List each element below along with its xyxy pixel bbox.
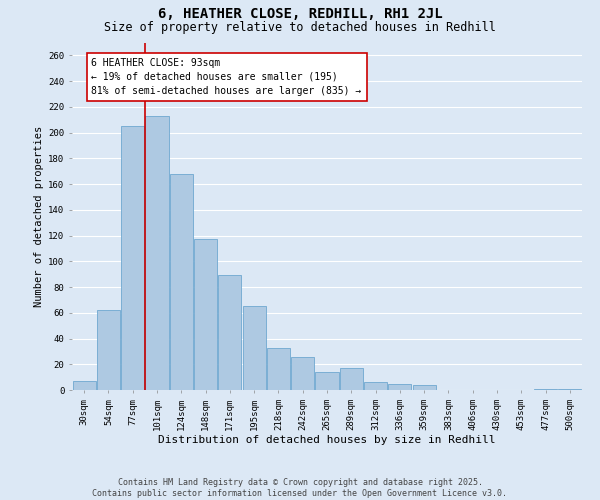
Text: Size of property relative to detached houses in Redhill: Size of property relative to detached ho… bbox=[104, 22, 496, 35]
Bar bbox=[364, 382, 387, 390]
Y-axis label: Number of detached properties: Number of detached properties bbox=[34, 126, 44, 307]
Bar bbox=[267, 348, 290, 390]
Bar bbox=[559, 388, 581, 390]
Text: Contains HM Land Registry data © Crown copyright and database right 2025.
Contai: Contains HM Land Registry data © Crown c… bbox=[92, 478, 508, 498]
X-axis label: Distribution of detached houses by size in Redhill: Distribution of detached houses by size … bbox=[158, 436, 496, 446]
Bar bbox=[145, 116, 169, 390]
Bar bbox=[340, 368, 363, 390]
Bar bbox=[316, 372, 338, 390]
Bar bbox=[218, 276, 241, 390]
Bar bbox=[413, 385, 436, 390]
Bar bbox=[73, 381, 95, 390]
Text: 6, HEATHER CLOSE, REDHILL, RH1 2JL: 6, HEATHER CLOSE, REDHILL, RH1 2JL bbox=[158, 8, 442, 22]
Bar bbox=[97, 310, 120, 390]
Bar bbox=[121, 126, 144, 390]
Bar bbox=[194, 240, 217, 390]
Bar bbox=[388, 384, 412, 390]
Bar bbox=[242, 306, 266, 390]
Bar bbox=[534, 388, 557, 390]
Text: 6 HEATHER CLOSE: 93sqm
← 19% of detached houses are smaller (195)
81% of semi-de: 6 HEATHER CLOSE: 93sqm ← 19% of detached… bbox=[91, 58, 362, 96]
Bar bbox=[170, 174, 193, 390]
Bar bbox=[291, 356, 314, 390]
